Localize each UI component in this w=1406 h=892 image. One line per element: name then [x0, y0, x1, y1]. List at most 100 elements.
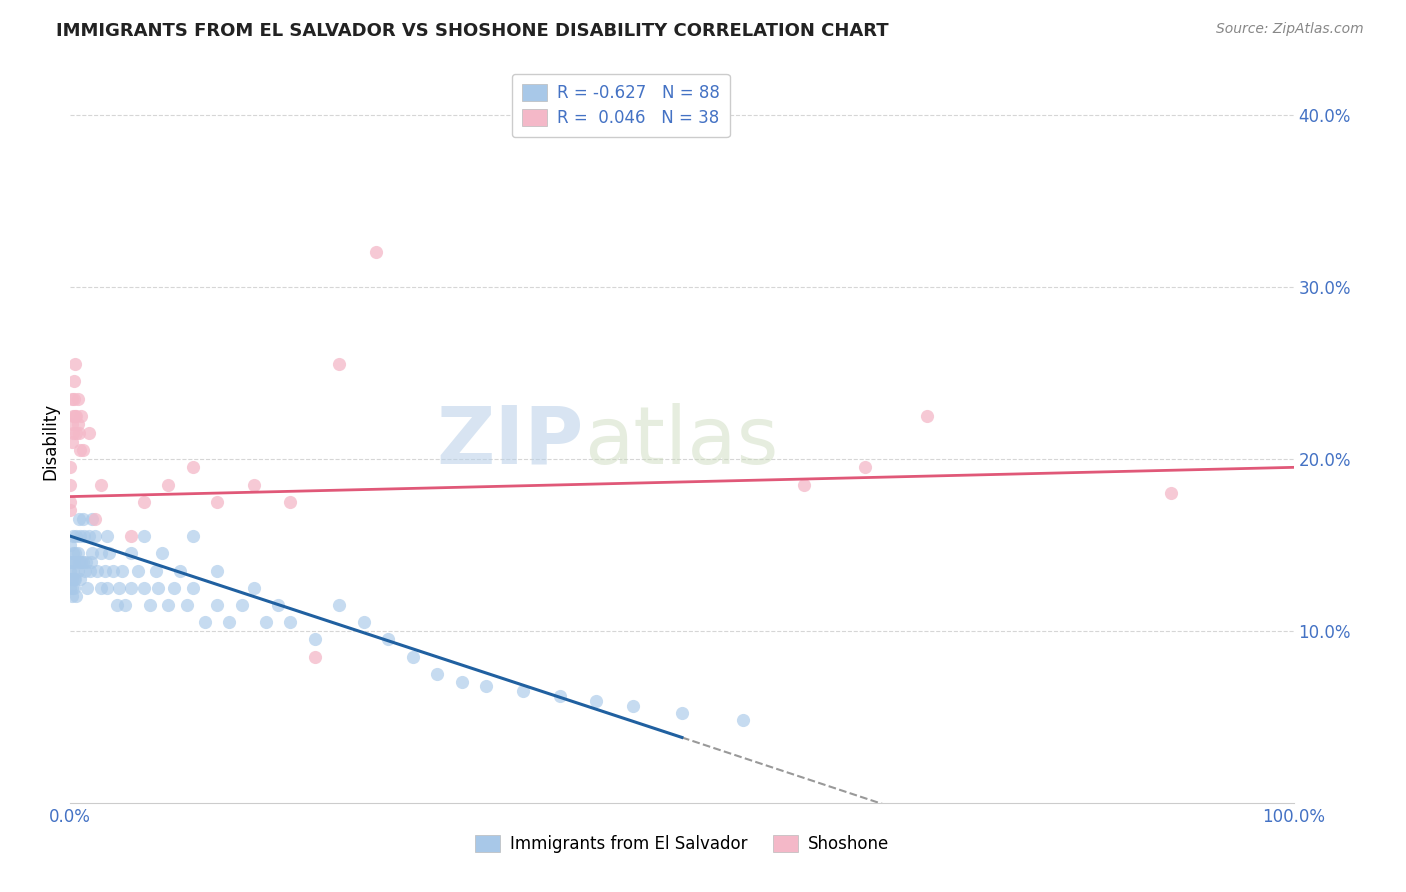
Point: [733, 713, 755, 727]
Point: [82, 546, 104, 560]
Point: [150, 546, 173, 560]
Point: [205, 598, 228, 612]
Point: [63, 581, 86, 595]
Y-axis label: Disability: Disability: [41, 403, 59, 480]
Point: [62, 409, 84, 423]
Point: [70, 555, 93, 569]
Point: [83, 512, 105, 526]
Point: [72, 555, 94, 569]
Point: [72, 512, 94, 526]
Point: [69, 529, 91, 543]
Point: [65, 590, 87, 604]
Point: [69, 443, 91, 458]
Point: [304, 632, 326, 647]
Point: [98, 546, 121, 560]
Point: [181, 581, 204, 595]
Point: [101, 564, 124, 578]
Point: [60, 581, 83, 595]
Point: [73, 529, 96, 543]
Text: IMMIGRANTS FROM EL SALVADOR VS SHOSHONE DISABILITY CORRELATION CHART: IMMIGRANTS FROM EL SALVADOR VS SHOSHONE …: [56, 22, 889, 40]
Point: [66, 392, 89, 406]
Point: [96, 581, 118, 595]
Point: [66, 564, 89, 578]
Point: [243, 581, 266, 595]
Point: [328, 357, 350, 371]
Point: [59, 460, 82, 475]
Point: [218, 615, 240, 630]
Point: [111, 564, 134, 578]
Point: [59, 564, 82, 578]
Point: [60, 417, 83, 432]
Point: [63, 375, 86, 389]
Point: [254, 615, 277, 630]
Point: [163, 581, 186, 595]
Point: [62, 546, 84, 560]
Point: [77, 529, 100, 543]
Point: [855, 460, 877, 475]
Point: [62, 425, 84, 440]
Point: [139, 598, 162, 612]
Point: [80, 555, 103, 569]
Point: [426, 666, 449, 681]
Point: [65, 529, 87, 543]
Point: [67, 512, 90, 526]
Point: [59, 555, 82, 569]
Point: [194, 615, 217, 630]
Text: ZIP: ZIP: [437, 402, 583, 481]
Point: [475, 679, 498, 693]
Point: [60, 434, 83, 449]
Point: [243, 477, 266, 491]
Point: [621, 699, 644, 714]
Point: [72, 443, 94, 458]
Point: [181, 529, 204, 543]
Point: [69, 572, 91, 586]
Point: [67, 425, 90, 440]
Point: [205, 494, 228, 508]
Point: [512, 684, 534, 698]
Point: [60, 555, 83, 569]
Point: [90, 546, 112, 560]
Point: [548, 689, 571, 703]
Point: [145, 564, 167, 578]
Point: [59, 581, 82, 595]
Point: [157, 477, 180, 491]
Point: [402, 649, 425, 664]
Point: [60, 590, 83, 604]
Point: [63, 572, 86, 586]
Point: [75, 555, 97, 569]
Point: [132, 581, 155, 595]
Point: [1160, 486, 1182, 500]
Legend: Immigrants from El Salvador, Shoshone: Immigrants from El Salvador, Shoshone: [468, 828, 896, 860]
Point: [96, 529, 118, 543]
Point: [62, 564, 84, 578]
Point: [132, 529, 155, 543]
Point: [70, 409, 93, 423]
Point: [59, 538, 82, 552]
Text: Source: ZipAtlas.com: Source: ZipAtlas.com: [1216, 22, 1364, 37]
Point: [86, 564, 108, 578]
Point: [328, 598, 350, 612]
Point: [65, 409, 87, 423]
Point: [59, 477, 82, 491]
Point: [63, 555, 86, 569]
Point: [79, 564, 101, 578]
Point: [915, 409, 938, 423]
Point: [90, 581, 112, 595]
Point: [83, 529, 105, 543]
Point: [73, 564, 96, 578]
Point: [65, 425, 87, 440]
Point: [793, 477, 815, 491]
Point: [63, 357, 86, 371]
Point: [353, 615, 375, 630]
Point: [671, 706, 693, 721]
Point: [450, 675, 472, 690]
Point: [76, 581, 98, 595]
Point: [59, 572, 82, 586]
Point: [377, 632, 399, 647]
Point: [585, 694, 607, 708]
Point: [304, 649, 326, 664]
Point: [63, 409, 86, 423]
Point: [121, 581, 143, 595]
Point: [366, 245, 388, 260]
Point: [60, 572, 83, 586]
